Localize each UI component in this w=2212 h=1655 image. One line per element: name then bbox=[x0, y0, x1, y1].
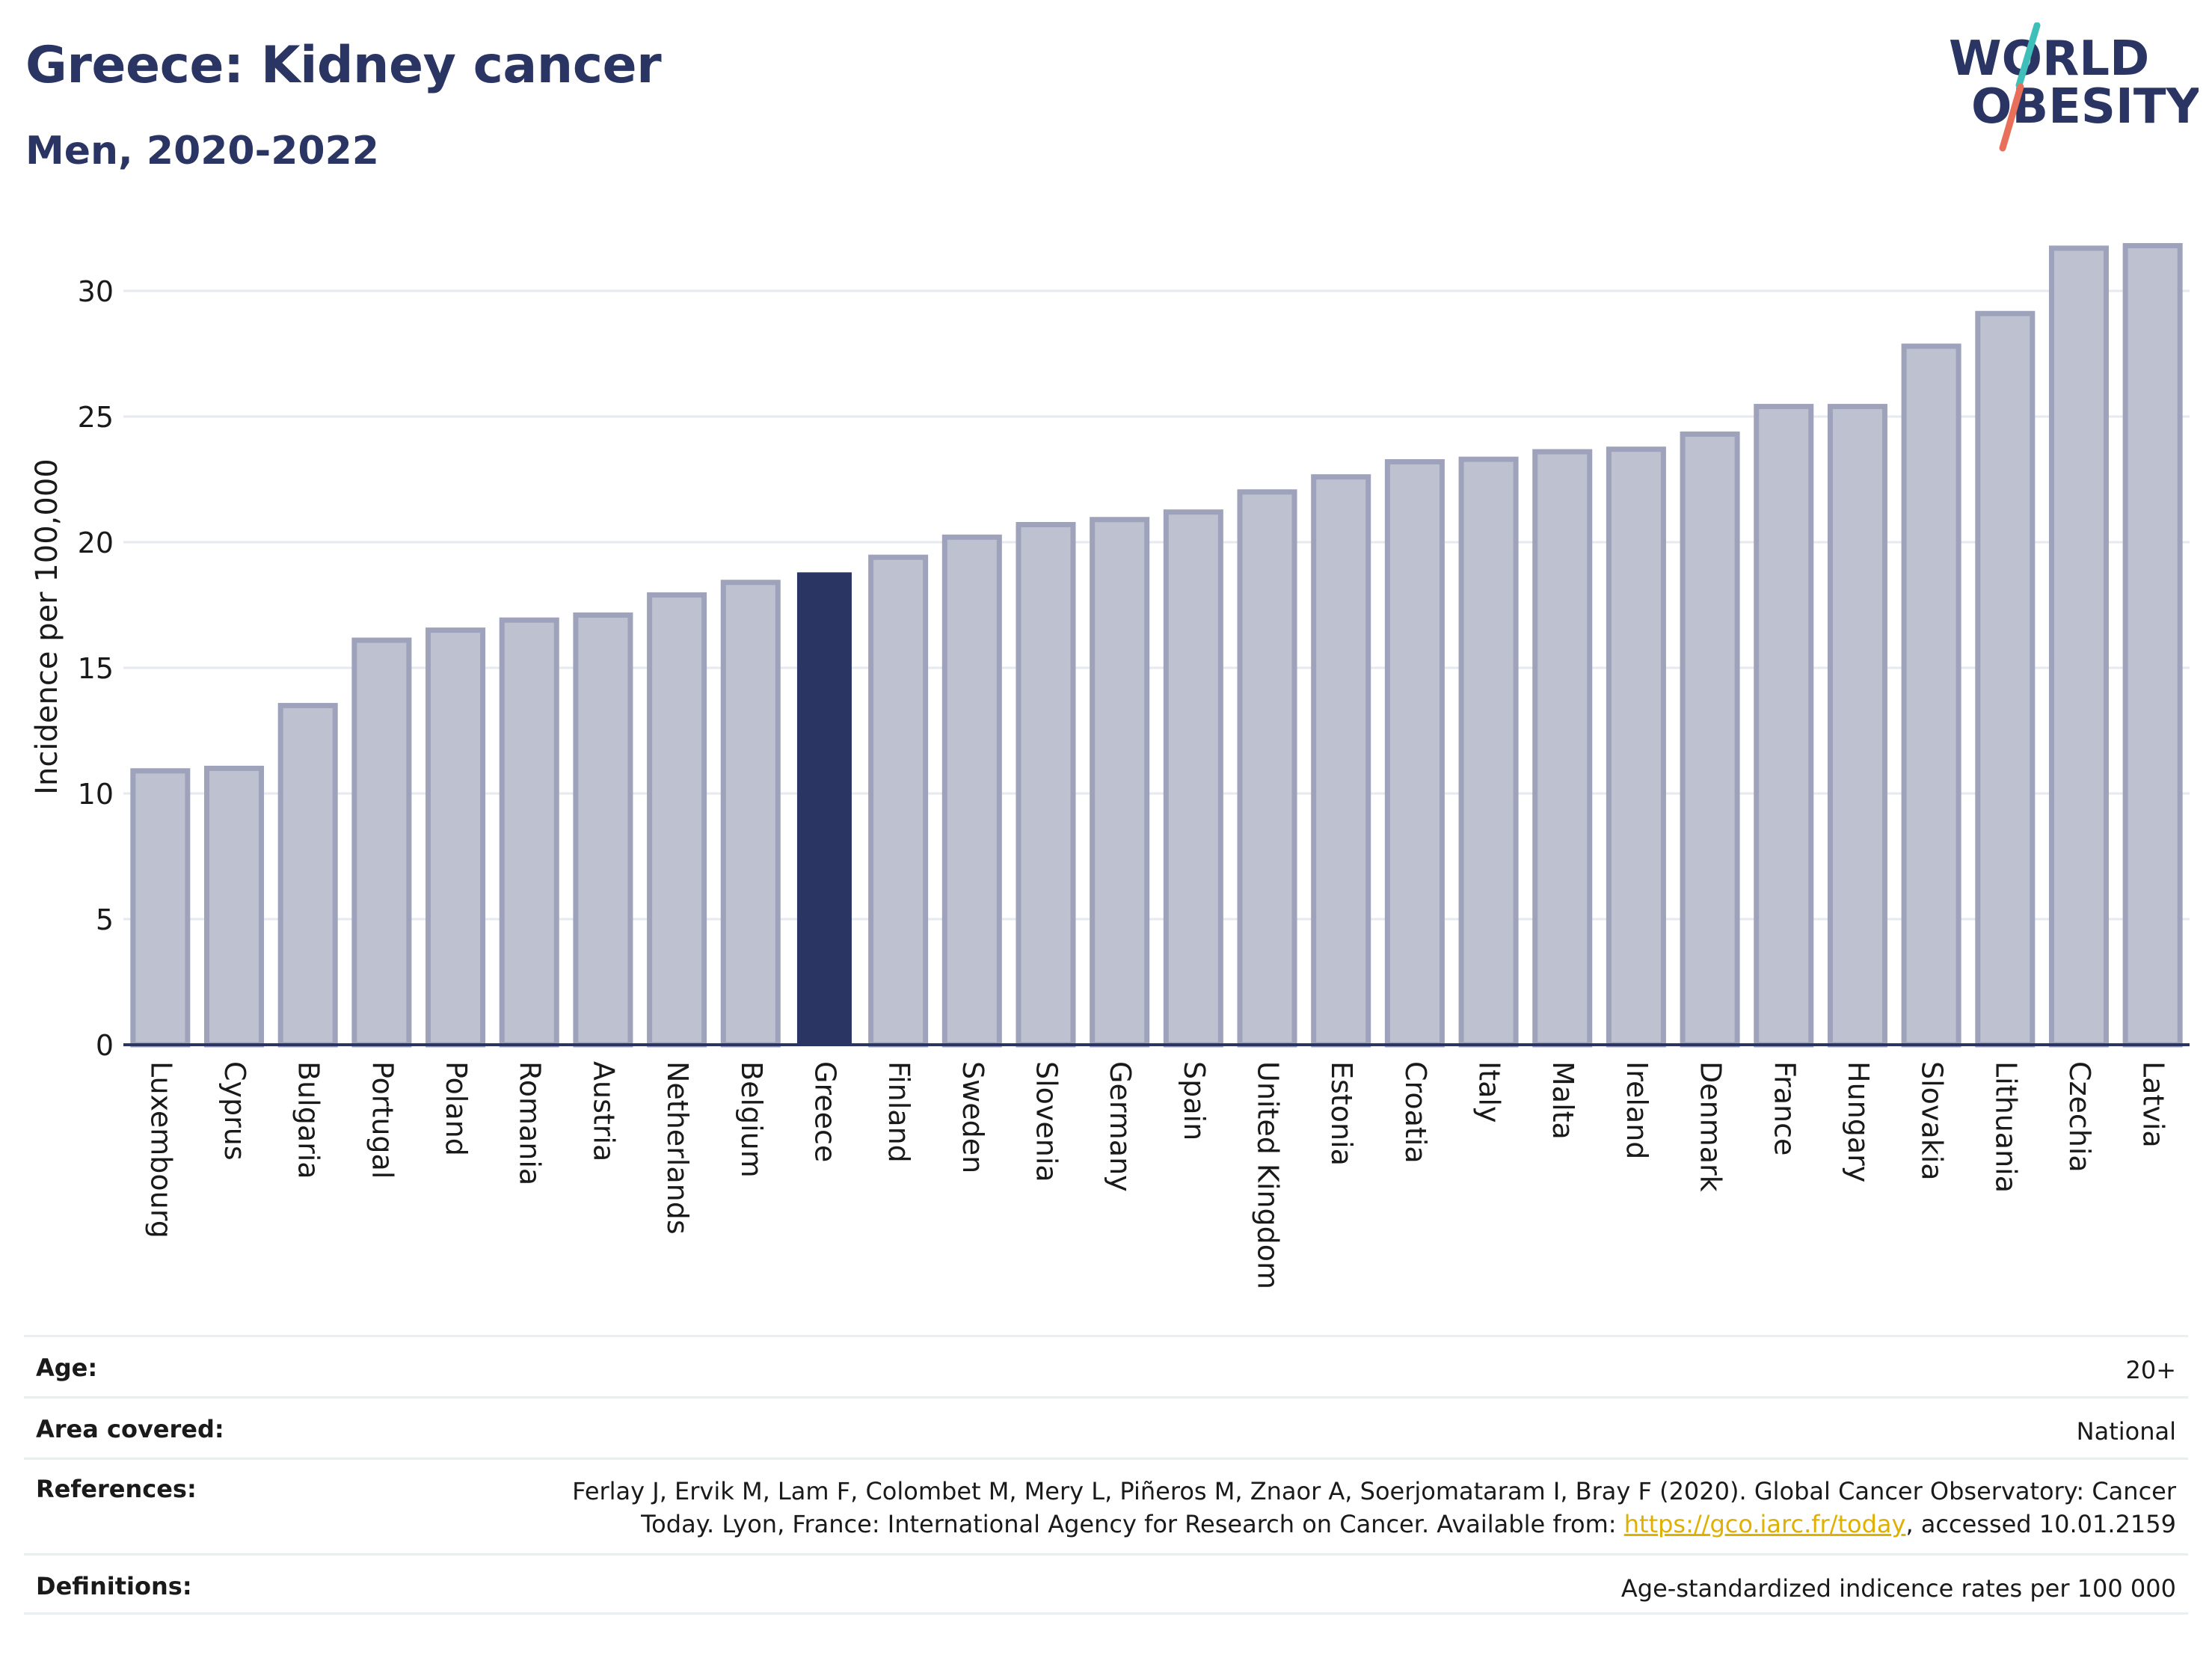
x-tick-label: Latvia bbox=[2137, 1061, 2170, 1148]
bar-highlighted bbox=[796, 572, 852, 1045]
y-tick-label: 10 bbox=[78, 778, 114, 811]
bar bbox=[1680, 432, 1740, 1048]
y-axis-label: Incidence per 100,000 bbox=[30, 458, 64, 795]
bar bbox=[647, 592, 707, 1048]
bar bbox=[204, 765, 265, 1048]
y-tick-label: 5 bbox=[96, 903, 114, 936]
info-key-age: Age: bbox=[36, 1354, 98, 1382]
x-tick-label: Sweden bbox=[956, 1061, 989, 1173]
world-obesity-logo: WORLD OBESITY bbox=[1949, 22, 2199, 152]
bar bbox=[2122, 243, 2183, 1048]
bar bbox=[1827, 404, 1887, 1048]
logo-text-world: WORLD bbox=[1949, 31, 2149, 87]
info-key-area: Area covered: bbox=[36, 1415, 224, 1443]
x-tick-label: United Kingdom bbox=[1252, 1061, 1285, 1289]
x-tick-label: Italy bbox=[1473, 1061, 1506, 1123]
x-tick-label: Slovenia bbox=[1030, 1061, 1063, 1182]
bar bbox=[1754, 404, 1814, 1048]
x-tick-label: Ireland bbox=[1620, 1061, 1653, 1159]
bar bbox=[1163, 509, 1223, 1048]
bar bbox=[351, 637, 412, 1048]
bar bbox=[130, 768, 191, 1048]
x-tick-label: Malta bbox=[1546, 1061, 1579, 1140]
bar bbox=[573, 612, 633, 1048]
x-tick-label: Estonia bbox=[1325, 1061, 1358, 1166]
x-tick-label: Slovakia bbox=[1916, 1061, 1949, 1181]
y-tick-label: 0 bbox=[96, 1029, 114, 1062]
x-tick-label: Bulgaria bbox=[292, 1061, 325, 1179]
bar bbox=[1016, 521, 1076, 1048]
bar bbox=[1901, 343, 1961, 1048]
info-value-references: Ferlay J, Ervik M, Lam F, Colombet M, Me… bbox=[572, 1475, 2176, 1541]
x-tick-label: Austria bbox=[587, 1061, 620, 1161]
y-tick-label: 30 bbox=[78, 275, 114, 308]
bar bbox=[720, 580, 781, 1048]
bar bbox=[1606, 446, 1666, 1048]
references-line-2-pre: Today. Lyon, France: International Agenc… bbox=[641, 1510, 1624, 1538]
x-tick-label: Luxembourg bbox=[144, 1061, 177, 1238]
bar bbox=[1458, 456, 1519, 1048]
info-table: Age: 20+ Area covered: National Referenc… bbox=[24, 1335, 2188, 1615]
bar bbox=[868, 554, 929, 1048]
bar bbox=[1311, 474, 1371, 1048]
references-link[interactable]: https://gco.iarc.fr/today bbox=[1623, 1510, 1906, 1538]
bar bbox=[1975, 310, 2036, 1048]
x-tick-label: Germany bbox=[1104, 1061, 1137, 1192]
x-tick-label: France bbox=[1768, 1061, 1801, 1155]
bar-chart: 0 5 10 15 20 25 30 Luxembourg Cyprus Bulgaria Por… bbox=[78, 243, 2190, 1289]
info-row-area: Area covered: National bbox=[24, 1396, 2188, 1458]
bar bbox=[277, 702, 338, 1048]
references-line-1: Ferlay J, Ervik M, Lam F, Colombet M, Me… bbox=[572, 1477, 2176, 1505]
bar bbox=[941, 534, 1002, 1048]
x-tick-label: Greece bbox=[808, 1061, 841, 1162]
bar bbox=[1384, 458, 1445, 1048]
info-value-age: 20+ bbox=[2125, 1356, 2176, 1384]
info-row-age: Age: 20+ bbox=[24, 1335, 2188, 1396]
info-value-definitions: Age-standardized indicence rates per 100… bbox=[1620, 1574, 2176, 1603]
chart-title: Greece: Kidney cancer bbox=[25, 36, 662, 95]
info-row-references: References: Ferlay J, Ervik M, Lam F, Co… bbox=[24, 1458, 2188, 1553]
bar bbox=[425, 627, 486, 1048]
x-tick-label: Croatia bbox=[1399, 1061, 1432, 1164]
x-tick-label: Hungary bbox=[1842, 1061, 1875, 1182]
bar bbox=[2048, 245, 2109, 1048]
references-line-2-post: , accessed 10.01.2159 bbox=[1905, 1510, 2176, 1538]
bar bbox=[1237, 489, 1297, 1048]
logo-slash-coral bbox=[1999, 83, 2024, 152]
y-tick-label: 15 bbox=[78, 652, 114, 685]
x-tick-label: Romania bbox=[514, 1061, 547, 1185]
x-tick-label: Cyprus bbox=[218, 1061, 251, 1161]
logo-slash-teal bbox=[2015, 22, 2041, 89]
x-tick-label: Netherlands bbox=[661, 1061, 694, 1235]
x-tick-label: Spain bbox=[1178, 1061, 1211, 1140]
x-tick-label: Denmark bbox=[1695, 1061, 1727, 1192]
bars bbox=[130, 243, 2183, 1048]
x-tick-label: Lithuania bbox=[1989, 1061, 2022, 1193]
bar bbox=[1090, 517, 1150, 1048]
y-tick-label: 20 bbox=[78, 526, 114, 559]
x-tick-label: Portugal bbox=[366, 1061, 399, 1179]
x-axis-labels: Luxembourg Cyprus Bulgaria Portugal Poland Ro… bbox=[144, 1061, 2169, 1289]
x-tick-label: Czechia bbox=[2063, 1061, 2096, 1173]
bar bbox=[499, 617, 559, 1048]
info-key-definitions: Definitions: bbox=[36, 1572, 192, 1600]
info-value-area: National bbox=[2076, 1417, 2176, 1446]
y-tick-label: 25 bbox=[78, 401, 114, 434]
x-tick-label: Poland bbox=[440, 1061, 473, 1156]
info-key-references: References: bbox=[36, 1475, 197, 1503]
chart-subtitle: Men, 2020-2022 bbox=[25, 129, 379, 174]
x-tick-label: Belgium bbox=[735, 1061, 768, 1178]
x-tick-label: Finland bbox=[882, 1061, 915, 1163]
info-row-definitions: Definitions: Age-standardized indicence … bbox=[24, 1553, 2188, 1615]
y-axis-ticks: 0 5 10 15 20 25 30 bbox=[78, 275, 114, 1062]
bar bbox=[1532, 449, 1593, 1048]
